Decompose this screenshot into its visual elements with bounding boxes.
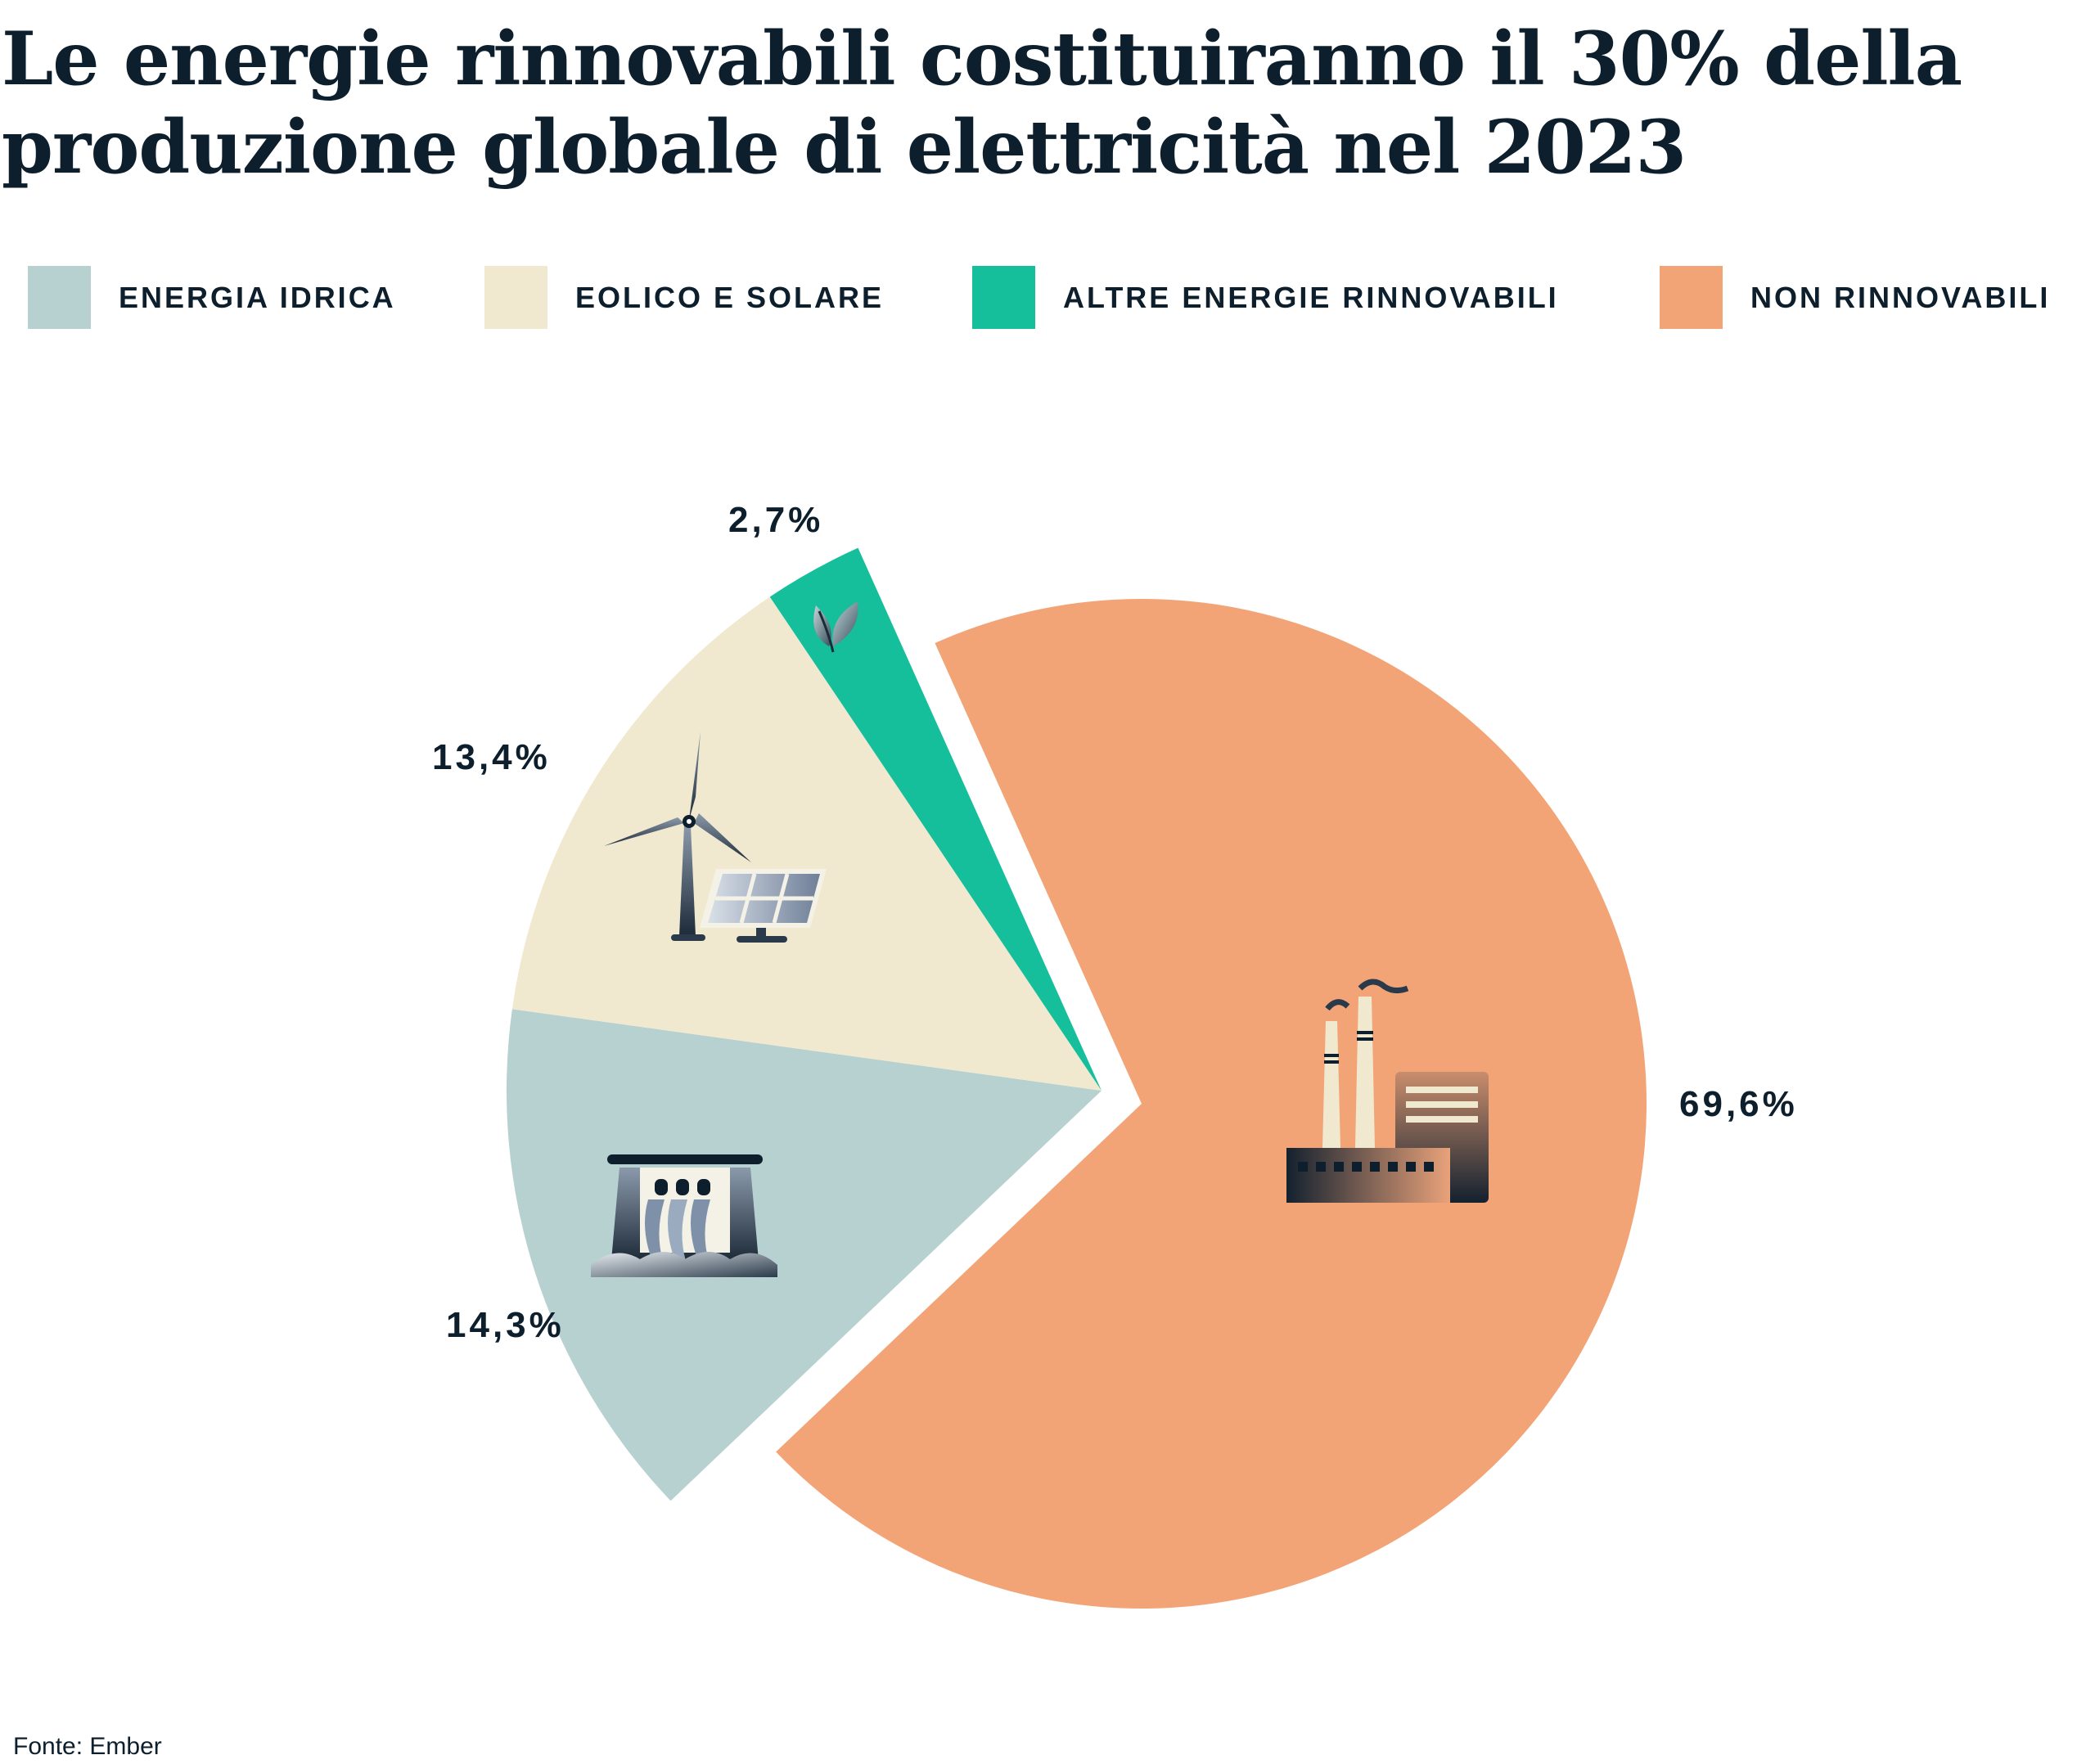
hydro-dam-icon [591, 1154, 777, 1277]
wind-solar-icon [604, 731, 827, 943]
legend-label: EOLICO E SOLARE [575, 280, 885, 314]
legend-item-wind-solar: EOLICO E SOLARE [484, 266, 884, 329]
legend-label: NON RINNOVABILI [1750, 280, 2051, 314]
leaf-icon [813, 601, 858, 653]
pie-slice-wind-solar [511, 596, 1102, 1091]
legend-item-other-renewables: ALTRE ENERGIE RINNOVABILI [972, 266, 1559, 329]
legend-item-non-renewables: NON RINNOVABILI [1660, 266, 2050, 329]
pie-slice-non-renewables [776, 599, 1647, 1609]
pie-slice-other-renewables [769, 547, 1102, 1091]
legend-swatch [972, 266, 1035, 329]
chart-title: Le energie rinnovabili costituiranno il … [2, 16, 1962, 191]
data-label-non-renewables: 69,6% [1679, 1084, 1798, 1124]
legend-swatch [1660, 266, 1723, 329]
legend-swatch [484, 266, 547, 329]
source-note: Fonte: Ember [13, 1733, 162, 1760]
data-label-hydro: 14,3% [446, 1305, 565, 1345]
pie-slice-hydro [506, 1009, 1102, 1501]
data-label-other-renewables: 2,7% [728, 500, 823, 540]
legend-item-hydro: ENERGIA IDRICA [28, 266, 396, 329]
legend-swatch [28, 266, 91, 329]
factory-icon [1286, 979, 1489, 1203]
legend-label: ALTRE ENERGIE RINNOVABILI [1063, 280, 1559, 314]
data-label-wind-solar: 13,4% [432, 737, 551, 777]
legend-label: ENERGIA IDRICA [119, 280, 396, 314]
